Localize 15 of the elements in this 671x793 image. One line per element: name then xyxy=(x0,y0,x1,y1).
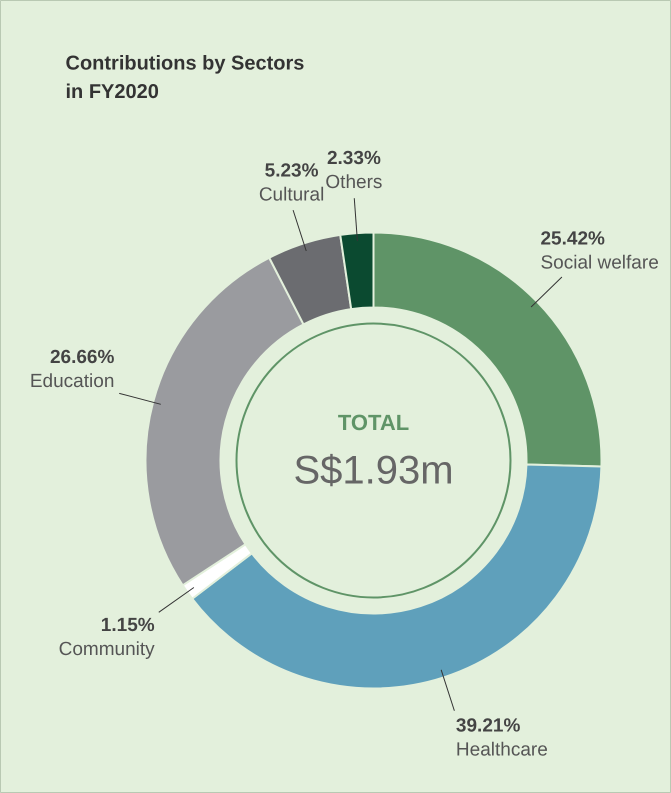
slice-label: Education xyxy=(30,371,114,392)
slice-label: Community xyxy=(58,639,156,660)
text: TOTAL xyxy=(338,410,410,435)
data-label: 2.33% xyxy=(326,148,381,170)
data-label: 26.66% xyxy=(50,347,114,368)
data-label: 5.23% xyxy=(264,160,319,182)
slice-label: Healthcare xyxy=(456,740,548,761)
slice-label: Cultural xyxy=(258,184,324,206)
slice-label: Others xyxy=(325,172,382,194)
data-label: 25.42% xyxy=(540,228,606,250)
chart-title: Contributions by Sectors in FY2020 xyxy=(66,52,304,104)
slice-label: Social welfare xyxy=(540,252,659,274)
text: S$1.93m xyxy=(293,448,454,492)
data-label: 39.21% xyxy=(456,716,520,737)
data-label: 1.15% xyxy=(100,615,155,636)
